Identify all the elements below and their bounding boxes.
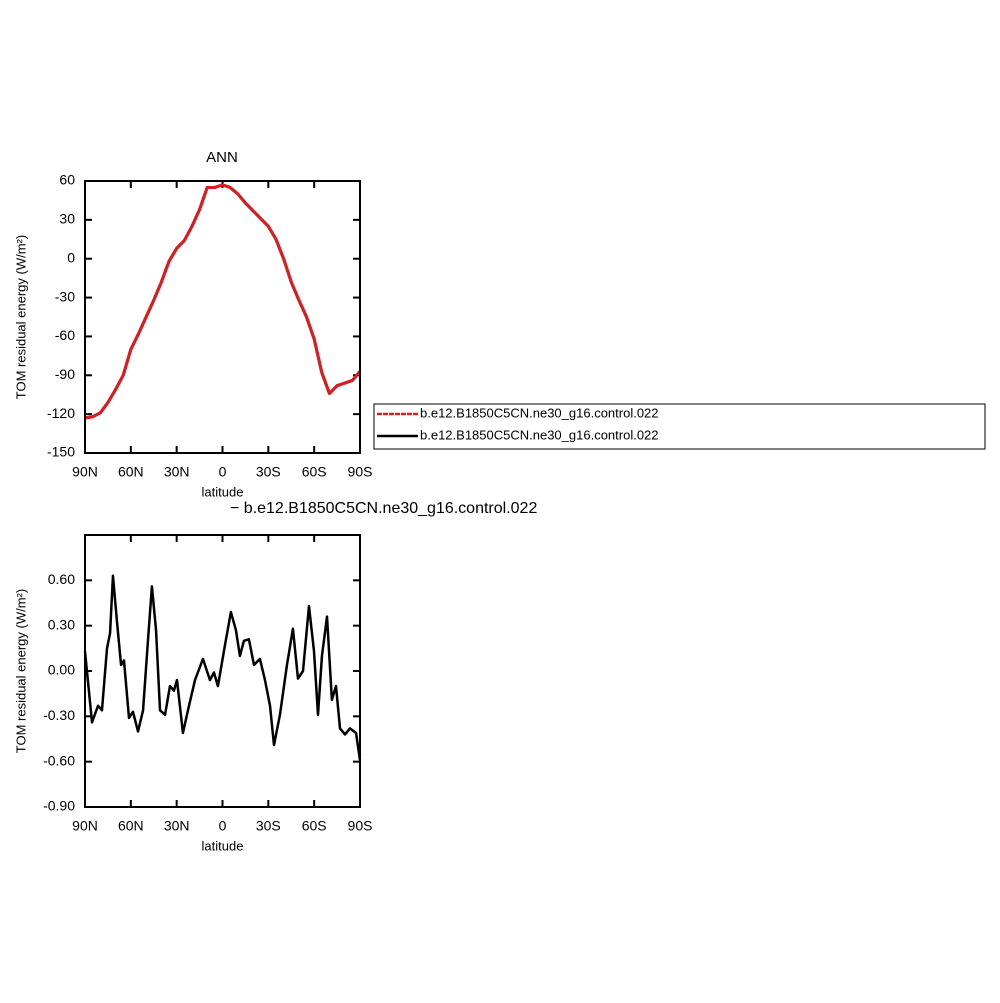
y-axis-title: TOM residual energy (W/m²) [13, 235, 28, 399]
y-tick-label: -150 [47, 444, 75, 460]
chart-title: ANN [206, 149, 238, 166]
y-tick-label: 0.30 [48, 616, 75, 632]
y-tick-label: -90 [55, 366, 75, 382]
y-tick-label: 0.00 [48, 662, 75, 678]
legend-label: b.e12.B1850C5CN.ne30_g16.control.022 [420, 405, 659, 420]
y-tick-label: 0.60 [48, 571, 75, 587]
data-line [84, 183, 362, 420]
x-tick-label: 30S [256, 464, 281, 480]
chart-title: − b.e12.B1850C5CN.ne30_g16.control.022 [230, 500, 537, 517]
y-tick-label: -0.60 [43, 752, 75, 768]
x-tick-label: 60N [118, 464, 144, 480]
legend-box [373, 403, 986, 450]
x-axis-title: latitude [202, 484, 244, 499]
x-tick-label: 30N [164, 818, 190, 834]
y-tick-label: -120 [47, 405, 75, 421]
plot-frame [84, 534, 361, 808]
x-tick-label: 90S [348, 818, 373, 834]
y-axis-title: TOM residual energy (W/m²) [13, 589, 28, 753]
x-axis-title: latitude [202, 838, 244, 853]
y-tick-label: -0.90 [43, 798, 75, 814]
x-tick-label: 0 [219, 818, 227, 834]
y-tick-label: 0 [67, 249, 75, 265]
data-line [84, 183, 362, 420]
y-tick-label: 30 [59, 211, 75, 227]
x-tick-label: 90N [72, 464, 98, 480]
y-tick-label: -0.30 [43, 707, 75, 723]
y-tick-label: 60 [59, 172, 75, 188]
x-tick-label: 30N [164, 464, 190, 480]
legend-label: b.e12.B1850C5CN.ne30_g16.control.022 [420, 427, 659, 442]
plot-frame [84, 180, 361, 454]
x-tick-label: 60S [302, 818, 327, 834]
data-line [83, 574, 362, 761]
x-tick-label: 60N [118, 818, 144, 834]
y-tick-label: -60 [55, 327, 75, 343]
x-tick-label: 60S [302, 464, 327, 480]
x-tick-label: 0 [219, 464, 227, 480]
x-tick-label: 90S [348, 464, 373, 480]
x-tick-label: 30S [256, 818, 281, 834]
x-tick-label: 90N [72, 818, 98, 834]
y-tick-label: -30 [55, 288, 75, 304]
